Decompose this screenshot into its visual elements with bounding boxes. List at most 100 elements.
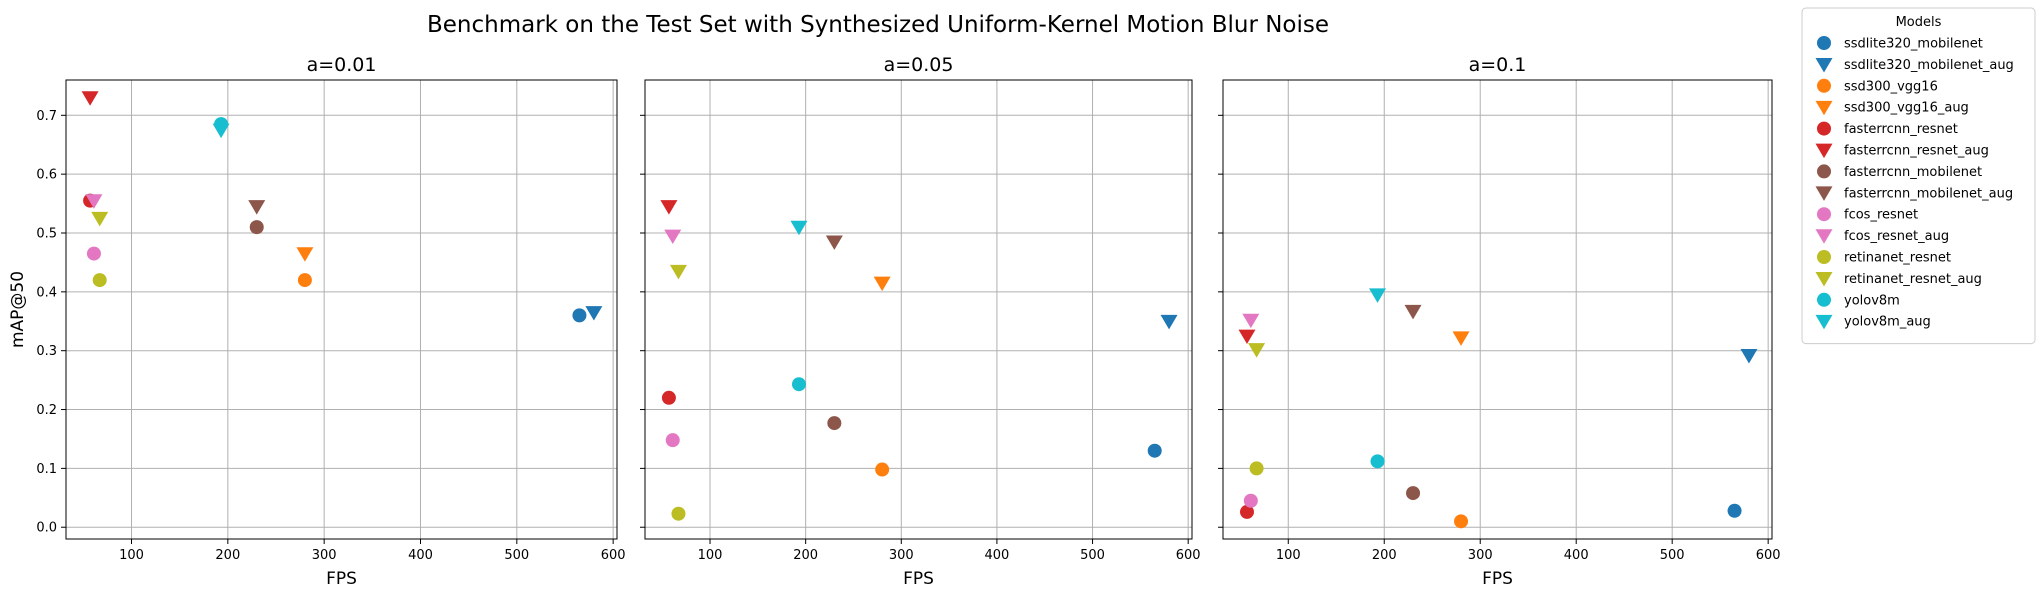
point-fcos-resnet <box>665 433 680 448</box>
point-yolov8m-aug <box>790 220 808 236</box>
legend-item: fcos_resnet <box>1817 207 1918 223</box>
point-fcos-resnet <box>1243 493 1258 508</box>
x-tick-label: 200 <box>793 548 818 563</box>
legend-item: fasterrcnn_mobilenet_aug <box>1815 186 2013 201</box>
axes-frame <box>65 79 618 540</box>
legend-item: ssdlite320_mobilenet_aug <box>1815 58 2014 73</box>
legend-marker-ssdlite320-mobilenet <box>1817 36 1831 50</box>
legend-marker-yolov8m <box>1817 292 1831 307</box>
x-axis-label: FPS <box>903 569 934 589</box>
legend-label: yolov8m_aug <box>1844 315 1931 330</box>
point-fasterrcnn-resnet-aug <box>81 91 99 106</box>
point-fcos-resnet <box>86 246 101 261</box>
legend-marker-retinanet-resnet <box>1817 250 1831 264</box>
legend-marker-retinanet-resnet-aug <box>1815 272 1833 287</box>
x-axis-label: FPS <box>326 569 357 589</box>
legend-marker-ssd300-vgg16 <box>1817 78 1831 93</box>
y-tick-label: 0.4 <box>36 285 57 300</box>
legend-label: yolov8m <box>1844 293 1900 308</box>
subplot-title: a=0.05 <box>884 54 954 76</box>
legend-label: fcos_resnet_aug <box>1844 229 1949 244</box>
point-ssdlite320-mobilenet-aug <box>1740 349 1758 364</box>
legend-item: ssdlite320_mobilenet <box>1817 36 1983 52</box>
point-yolov8m <box>791 377 806 392</box>
point-retinanet-resnet <box>671 506 686 521</box>
subplot-title: a=0.01 <box>307 54 377 76</box>
x-tick-label: 500 <box>1660 548 1685 563</box>
legend-marker-fasterrcnn-mobilenet-aug <box>1815 186 1833 201</box>
legend-label: fasterrcnn_resnet <box>1844 122 1958 137</box>
x-tick-label: 500 <box>1080 548 1105 563</box>
axes-frame <box>1222 79 1773 540</box>
point-retinanet-resnet <box>92 273 107 288</box>
x-tick-label: 100 <box>1276 548 1301 563</box>
legend-marker-fasterrcnn-mobilenet <box>1817 164 1831 179</box>
legend-item: ssd300_vgg16 <box>1817 78 1938 94</box>
point-ssd300-vgg16-aug <box>873 276 891 292</box>
point-yolov8m-aug <box>212 123 230 139</box>
legend-item: yolov8m_aug <box>1815 314 1931 330</box>
legend: Models ssdlite320_mobilenet ssdlite320_mob… <box>1801 7 2036 345</box>
subplot-1: 100 200 300 400 500 600 0.0 0.1 0.2 0.3 0.4 0.5 0.6 0… <box>8 54 626 589</box>
point-ssdlite320-mobilenet-aug <box>1160 314 1178 330</box>
legend-label: fasterrcnn_mobilenet <box>1844 165 1982 180</box>
legend-item: fasterrcnn_resnet <box>1817 121 1958 137</box>
legend-item: retinanet_resnet <box>1817 250 1951 266</box>
y-tick-label: 0.5 <box>36 227 57 242</box>
legend-label: fcos_resnet <box>1844 208 1918 223</box>
y-axis-label: mAP@50 <box>8 271 28 348</box>
y-tick-label: 0.1 <box>36 462 57 477</box>
x-tick-label: 100 <box>119 548 144 563</box>
point-fasterrcnn-resnet-aug <box>1238 329 1256 345</box>
point-fasterrcnn-mobilenet-aug <box>248 200 266 215</box>
legend-label: retinanet_resnet_aug <box>1844 272 1982 287</box>
point-fasterrcnn-resnet <box>1239 504 1254 519</box>
x-tick-label: 600 <box>1176 548 1201 563</box>
x-tick-label: 600 <box>1756 548 1781 563</box>
point-ssdlite320-mobilenet <box>1147 443 1162 458</box>
point-fcos-resnet-aug <box>85 194 103 209</box>
point-fasterrcnn-mobilenet <box>1406 486 1421 501</box>
legend-label: ssdlite320_mobilenet_aug <box>1844 58 2014 73</box>
point-ssd300-vgg16 <box>875 462 890 477</box>
point-retinanet-resnet-aug <box>91 211 109 227</box>
point-ssd300-vgg16-aug <box>296 247 314 262</box>
point-retinanet-resnet-aug <box>1248 343 1266 358</box>
legend-marker-yolov8m-aug <box>1815 314 1833 330</box>
legend-marker-ssd300-vgg16-aug <box>1815 100 1833 116</box>
x-tick-label: 400 <box>1564 548 1589 563</box>
subplot-title: a=0.1 <box>1469 54 1527 76</box>
legend-marker-fcos-resnet-aug <box>1815 229 1833 244</box>
x-tick-label: 100 <box>698 548 723 563</box>
subplots: 100 200 300 400 500 600 0.0 0.1 0.2 0.3 0.4 0.5 0.6 0… <box>8 54 1781 589</box>
point-fasterrcnn-mobilenet <box>249 220 264 235</box>
point-ssdlite320-mobilenet <box>572 308 587 323</box>
legend-item: fcos_resnet_aug <box>1815 229 1949 244</box>
legend-item: ssd300_vgg16_aug <box>1815 100 1969 116</box>
legend-label: retinanet_resnet <box>1844 251 1951 266</box>
point-fcos-resnet-aug <box>664 229 682 245</box>
point-fcos-resnet-aug <box>1242 313 1260 329</box>
legend-title: Models <box>1896 15 1942 30</box>
point-ssdlite320-mobilenet-aug <box>585 306 603 321</box>
point-fasterrcnn-resnet <box>661 390 676 405</box>
x-axis-label: FPS <box>1482 569 1513 589</box>
x-tick-label: 400 <box>985 548 1010 563</box>
legend-item: retinanet_resnet_aug <box>1815 272 1982 287</box>
x-tick-label: 400 <box>408 548 433 563</box>
legend-label: ssdlite320_mobilenet <box>1844 37 1983 52</box>
y-tick-label: 0.2 <box>36 403 57 418</box>
legend-label: ssd300_vgg16_aug <box>1844 101 1969 116</box>
x-tick-label: 500 <box>504 548 529 563</box>
x-tick-label: 300 <box>1468 548 1493 563</box>
figure-title: Benchmark on the Test Set with Synthesiz… <box>427 12 1329 38</box>
x-tick-label: 300 <box>889 548 914 563</box>
y-tick-label: 0.0 <box>36 521 57 536</box>
point-fasterrcnn-mobilenet-aug <box>825 235 843 250</box>
subplot-3: 100 200 300 400 500 600 a=0.1 FPS <box>1218 54 1781 589</box>
x-tick-label: 200 <box>1372 548 1397 563</box>
legend-item: fasterrcnn_mobilenet <box>1817 164 1982 180</box>
x-tick-label: 600 <box>601 548 626 563</box>
point-ssdlite320-mobilenet <box>1727 503 1742 518</box>
